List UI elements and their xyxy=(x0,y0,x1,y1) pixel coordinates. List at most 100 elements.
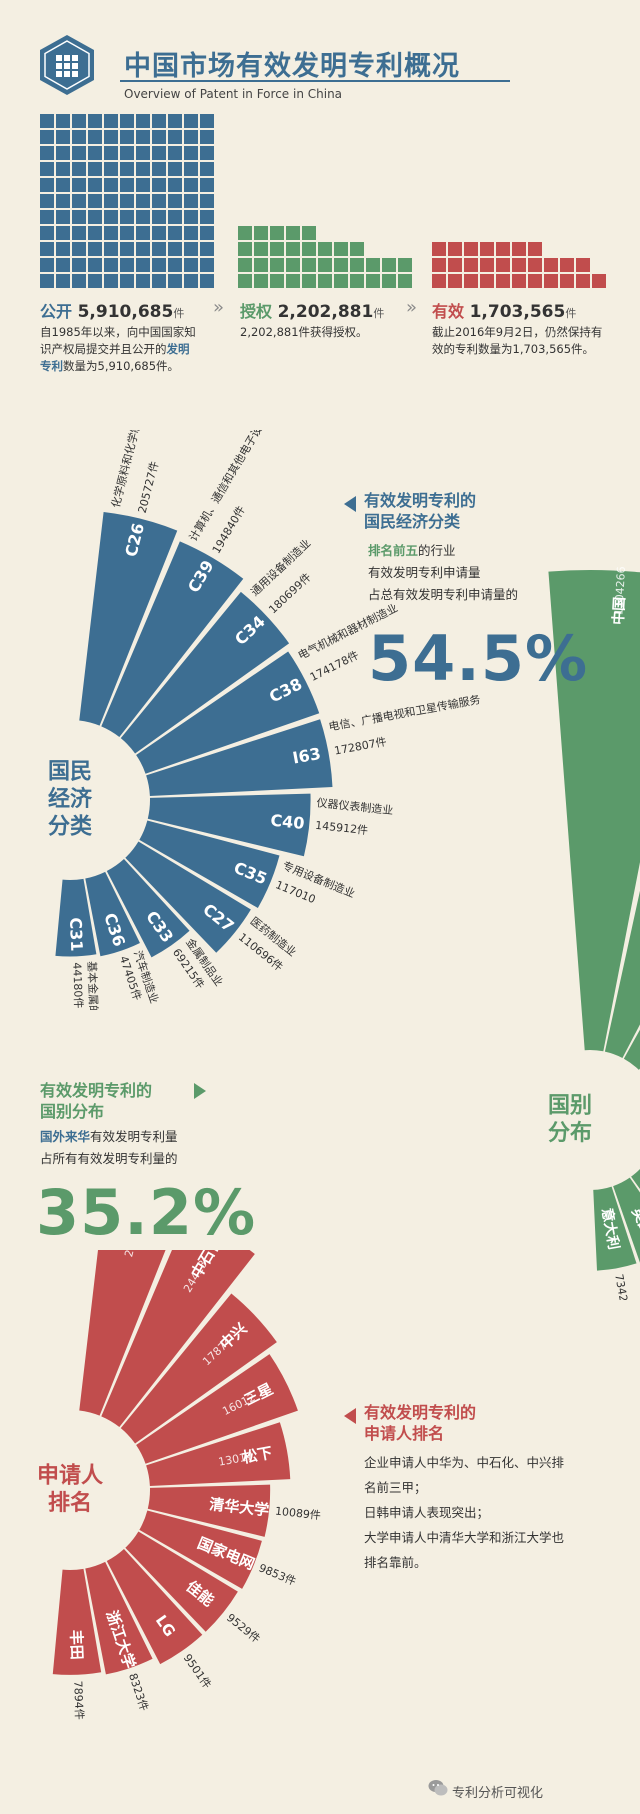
grid-cell xyxy=(120,242,134,256)
grid-cell xyxy=(72,210,86,224)
grid-cell xyxy=(40,162,54,176)
desc-highlight: 发明专利 xyxy=(40,342,190,373)
grid-cell xyxy=(120,258,134,272)
grid-cell xyxy=(480,258,494,272)
grid-cell xyxy=(120,210,134,224)
grid-cell xyxy=(56,178,70,192)
value-label: 25884 xyxy=(122,1250,143,1258)
bar-松下 xyxy=(146,1422,291,1487)
industry-radial-chart: C26205727件化学原料和化学制品制造业C39194840件计算机、通信和其… xyxy=(0,430,481,1010)
grid-cell xyxy=(152,258,166,272)
grid-cell xyxy=(334,274,348,288)
title-line: 国别分布 xyxy=(40,1102,105,1121)
stage-public-label: 公开 5,910,685件 xyxy=(40,298,184,322)
title-line: 有效发明专利的 xyxy=(364,1403,477,1422)
grid-cell xyxy=(270,274,284,288)
value-label: 10089件 xyxy=(274,1505,321,1523)
value-label: 13017 xyxy=(217,1450,254,1469)
value-label: 9529件 xyxy=(224,1611,263,1646)
industry-percent: 54.5% xyxy=(368,622,589,695)
highlight-text: 国外来华 xyxy=(40,1129,91,1144)
stage-valid-desc: 截止2016年9月2日，仍然保持有效的专利数量为1,703,565件。 xyxy=(432,324,607,358)
stage-valid-value: 1,703,565 xyxy=(469,302,566,322)
grid-cell xyxy=(152,146,166,160)
grid-cell xyxy=(72,226,86,240)
grid-cell xyxy=(136,130,150,144)
page-subtitle: Overview of Patent in Force in China xyxy=(124,87,343,101)
grid-cell xyxy=(238,258,252,272)
grid-cell xyxy=(152,274,166,288)
grid-cell xyxy=(184,194,198,208)
grid-cell xyxy=(334,258,348,272)
stage-valid-label: 有效 1,703,565件 xyxy=(432,298,576,322)
grid-2 xyxy=(432,242,606,288)
grid-cell xyxy=(560,258,574,272)
grid-cell xyxy=(104,114,118,128)
grid-cell xyxy=(270,258,284,272)
grid-cell xyxy=(56,210,70,224)
funnel-grids xyxy=(40,114,606,288)
grid-cell xyxy=(334,242,348,256)
grid-cell xyxy=(56,258,70,272)
center-label: 经济 xyxy=(48,786,93,812)
value-label: 7342件 xyxy=(612,1273,632,1300)
grid-cell xyxy=(254,226,268,240)
grid-cell xyxy=(72,194,86,208)
grid-cell xyxy=(104,130,118,144)
grid-cell xyxy=(200,258,214,272)
wechat-icon xyxy=(428,1780,448,1796)
grid-cell xyxy=(88,210,102,224)
category-name: 基本金属的制造 xyxy=(85,961,102,1010)
bar-C38 xyxy=(136,651,320,774)
grid-cell xyxy=(200,114,214,128)
grid-cell xyxy=(72,258,86,272)
grid-cell xyxy=(120,162,134,176)
grid-cell xyxy=(168,162,182,176)
grid-cell xyxy=(56,194,70,208)
title-line: 国民经济分类 xyxy=(364,512,461,531)
grid-cell xyxy=(464,274,478,288)
grid-cell xyxy=(286,274,300,288)
grid-cell xyxy=(72,162,86,176)
grid-cell xyxy=(432,274,446,288)
value-label: 7894件 xyxy=(71,1680,85,1719)
grid-cell xyxy=(302,242,316,256)
bar-C39 xyxy=(101,541,244,738)
grid-cell xyxy=(286,258,300,272)
info-text: 排名靠前。 xyxy=(364,1555,427,1570)
grid-cell xyxy=(136,210,150,224)
grid-cell xyxy=(40,226,54,240)
grid-cell xyxy=(496,274,510,288)
bar-C40 xyxy=(147,793,311,857)
bar-C31 xyxy=(55,878,97,957)
page-title: 中国市场有效发明专利概况 xyxy=(124,51,460,82)
grid-cell xyxy=(382,274,396,288)
grid-cell xyxy=(168,242,182,256)
grid-cell xyxy=(120,178,134,192)
applicant-info-text: 企业申请人中华为、中石化、中兴排 名前三甲； 日韩申请人表现突出； 大学申请人中… xyxy=(364,1450,564,1575)
grid-cell xyxy=(432,258,446,272)
triangle-left-icon xyxy=(344,496,356,512)
grid-cell xyxy=(120,274,134,288)
stage-granted-unit: 件 xyxy=(373,307,385,320)
grid-cell xyxy=(448,258,462,272)
grid-cell xyxy=(104,210,118,224)
bar-I63 xyxy=(146,719,333,797)
bar-意大利 xyxy=(593,1186,637,1271)
stage-public-name: 公开 xyxy=(40,302,73,321)
grid-cell xyxy=(120,114,134,128)
info-text: 占所有有效发明专利量的 xyxy=(40,1151,178,1166)
grid-cell xyxy=(168,258,182,272)
grid-cell xyxy=(56,242,70,256)
bar-LG xyxy=(106,1549,203,1665)
category-label: 中国 xyxy=(610,596,629,625)
arrow-right-icon: » xyxy=(406,297,417,318)
center-circle xyxy=(0,1416,144,1564)
value-label: 145912件 xyxy=(315,819,369,837)
grid-cell xyxy=(72,178,86,192)
center-circle xyxy=(526,1056,640,1184)
grid-cell xyxy=(88,178,102,192)
grid-cell xyxy=(104,146,118,160)
grid-cell xyxy=(40,146,54,160)
grid-cell xyxy=(152,178,166,192)
